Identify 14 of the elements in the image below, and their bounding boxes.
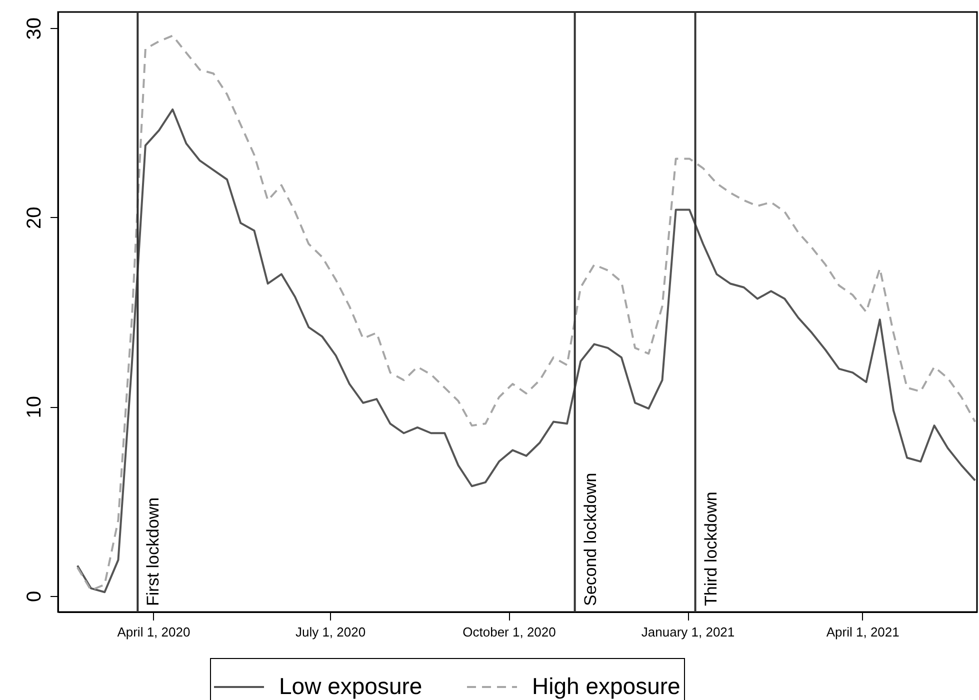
ref-line-label: First lockdown [144, 497, 163, 606]
legend-label: Low exposure [279, 673, 422, 699]
y-tick-label: 10 [24, 396, 46, 418]
ref-line-label: Third lockdown [701, 492, 720, 606]
x-tick-label: October 1, 2020 [462, 624, 556, 640]
x-tick-label: July 1, 2020 [295, 624, 366, 640]
x-tick-label: April 1, 2021 [826, 624, 900, 640]
legend-label: High exposure [532, 673, 680, 699]
x-tick-label: April 1, 2020 [117, 624, 190, 640]
y-tick-label: 0 [24, 590, 46, 602]
y-tick-label: 20 [24, 206, 46, 229]
ref-line-label: Second lockdown [580, 472, 600, 606]
y-tick-label: 30 [24, 17, 46, 40]
x-tick-label: January 1, 2021 [641, 624, 735, 640]
